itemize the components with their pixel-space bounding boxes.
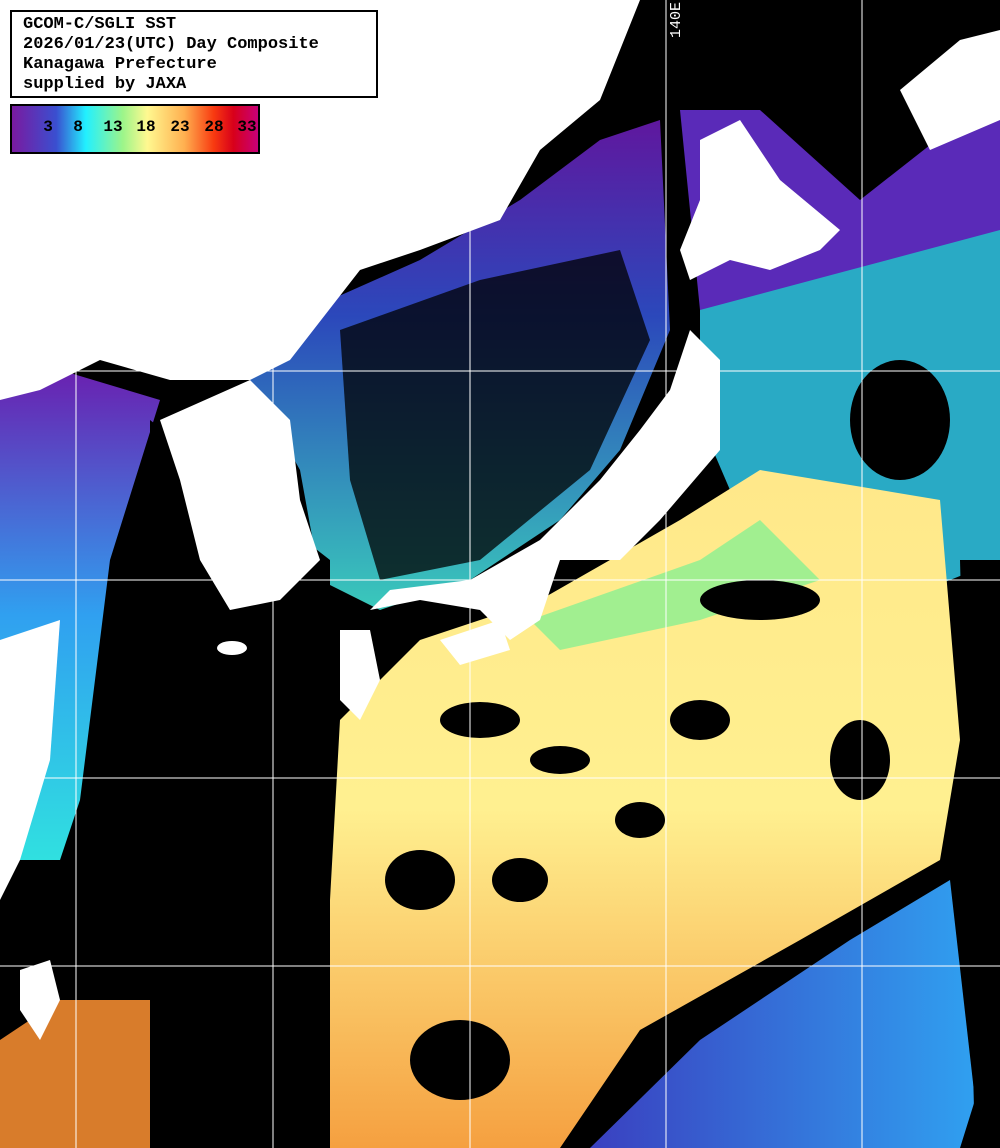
land-asia — [0, 0, 640, 400]
latitude-label: 40N — [6, 350, 34, 367]
no-data-east — [960, 560, 1000, 1148]
colorbar-tick: 8 — [73, 118, 83, 136]
land-sakhalin — [900, 30, 1000, 150]
land-ulleung — [400, 127, 424, 163]
title-line-product: GCOM-C/SGLI SST — [23, 15, 177, 34]
land-taiwan — [20, 960, 60, 1040]
east-china-sea-warm — [0, 1000, 150, 1148]
land-china-coast — [0, 620, 60, 900]
land-kyushu — [340, 630, 380, 720]
kuroshio-south-cool — [590, 880, 975, 1148]
pacific-cool-belt — [530, 520, 820, 650]
colorbar-tick: 13 — [103, 118, 123, 136]
colorbar-tick: 33 — [237, 118, 257, 136]
land-jeju — [217, 641, 247, 655]
land-shikoku — [440, 620, 510, 665]
title-box: GCOM-C/SGLI SST 2026/01/23(UTC) Day Comp… — [10, 10, 378, 98]
title-line-credit: supplied by JAXA — [23, 75, 187, 94]
sea-of-japan-cloud — [340, 250, 650, 580]
land-honshu — [370, 330, 720, 640]
longitude-label: 140E — [668, 2, 685, 39]
colorbar-tick: 23 — [170, 118, 190, 136]
colorbar-tick: 18 — [136, 118, 156, 136]
colorbar-tick: 28 — [204, 118, 224, 136]
title-line-date: 2026/01/23(UTC) Day Composite — [23, 35, 319, 54]
cloud-patches — [385, 360, 950, 1100]
land — [0, 0, 1000, 1040]
title-line-region: Kanagawa Prefecture — [23, 55, 217, 74]
land-hokkaido — [680, 120, 840, 280]
colorbar-legend: 3 8 13 18 23 28 33 — [10, 104, 260, 154]
land-korea — [160, 380, 320, 610]
colorbar-tick: 3 — [43, 118, 53, 136]
